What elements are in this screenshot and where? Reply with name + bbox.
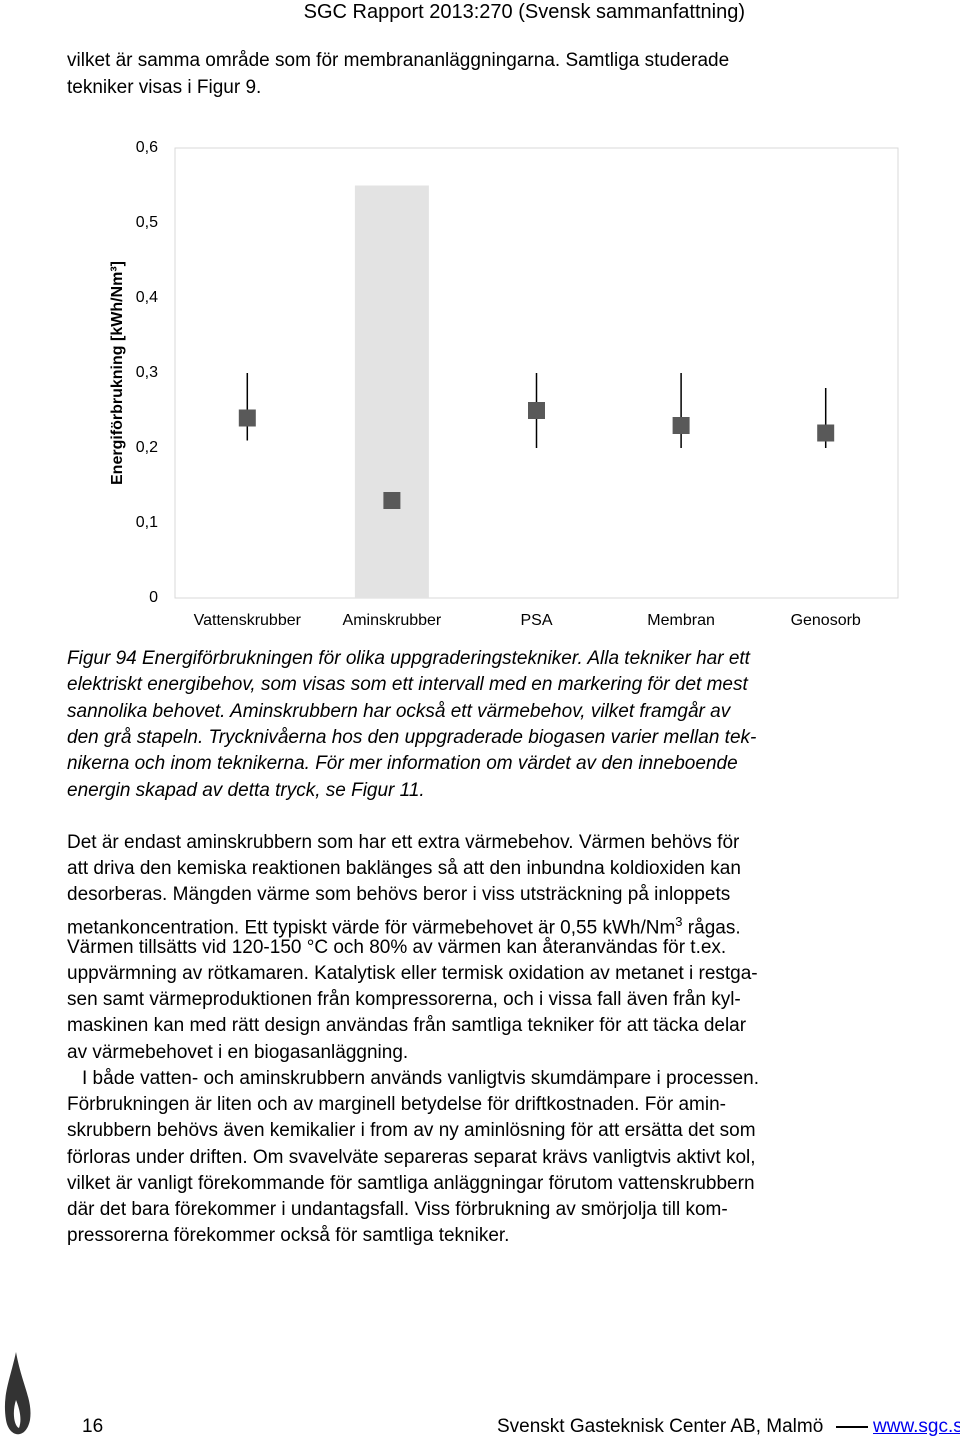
marker xyxy=(238,409,256,427)
header: SGC Rapport 2013:270 (Svensk sammanfattn… xyxy=(303,1,745,23)
y-tick-label: 0,2 xyxy=(136,439,158,456)
paragraph-line: vilket är vanligt förekommande för samtl… xyxy=(67,1172,755,1194)
y-tick-label: 0,5 xyxy=(136,214,158,231)
marker xyxy=(672,417,690,434)
paragraph-line: där det bara förekommer i undantagsfall.… xyxy=(67,1199,728,1220)
paragraph-line: uppvärmning av rötkamaren. Katalytisk el… xyxy=(67,963,758,984)
paragraph-line: att driva den kemiska reaktionen bakläng… xyxy=(67,858,741,880)
y-tick-label: 0,1 xyxy=(136,514,158,531)
marker xyxy=(528,402,545,419)
marker xyxy=(817,424,835,442)
x-tick-label: Membran xyxy=(647,612,715,629)
heat-bar xyxy=(354,185,429,598)
x-tick-label: Genosorb xyxy=(791,612,861,629)
intro-line: tekniker visas i Figur 9. xyxy=(67,77,262,98)
y-tick-label: 0,3 xyxy=(136,364,158,381)
y-axis-label: Energiförbrukning [kWh/Nm³] xyxy=(109,261,126,485)
caption-line: nikerna och inom teknikerna. För mer inf… xyxy=(67,753,738,775)
footer-link[interactable]: www.sgc.se xyxy=(873,1416,960,1437)
y-tick-label: 0,6 xyxy=(136,139,158,156)
caption-line: energin skapad av detta tryck, se Figur … xyxy=(67,779,425,801)
caption-line: elektriskt energibehov, som visas som et… xyxy=(67,674,748,696)
paragraph-line: Värmen tillsätts vid 120-150 °C och 80% … xyxy=(67,936,727,958)
x-tick-label: Aminskrubber xyxy=(343,612,442,629)
paragraph-line: desorberas. Mängden värme som behövs ber… xyxy=(67,884,731,906)
paragraph-line: skrubbern behövs även kemikalier i from … xyxy=(67,1120,756,1142)
paragraph-line: sen samt värmeproduktionen från kompress… xyxy=(67,989,741,1011)
caption-line: Figur 94 Energiförbrukningen för olika u… xyxy=(67,648,750,669)
paragraph-line: metankoncentration. Ett typiskt värde fö… xyxy=(67,911,741,939)
text-span: rågas. xyxy=(682,916,741,938)
y-tick-label: 0 xyxy=(149,589,158,606)
text-span: metankoncentration. Ett typiskt värde fö… xyxy=(67,916,676,938)
paragraph-line: I både vatten- och aminskrubbern används… xyxy=(82,1068,759,1089)
superscript: 3 xyxy=(675,913,683,929)
footer-org: Svenskt Gasteknisk Center AB, Malmö xyxy=(497,1416,824,1437)
y-tick-label: 0,4 xyxy=(136,289,158,306)
paragraph-line: maskinen kan med rätt design användas fr… xyxy=(67,1015,747,1037)
flame-logo xyxy=(4,1352,31,1435)
plot-frame xyxy=(174,147,899,599)
caption-line: den grå stapeln. Trycknivåerna hos den u… xyxy=(67,726,757,748)
x-tick-label: PSA xyxy=(520,612,552,629)
caption-line: sannolika behovet. Aminskrubbern har ock… xyxy=(67,700,731,722)
intro-line: vilket är samma område som för membranan… xyxy=(67,50,730,71)
paragraph-line: Det är endast aminskrubbern som har ett … xyxy=(67,832,740,853)
paragraph-line: förloras under driften. Om svavelväte se… xyxy=(67,1146,756,1168)
chart: Energiförbrukning [kWh/Nm³] 0 0,1 0,2 0,3 0,… xyxy=(109,139,899,629)
paragraph-line: pressorerna förekommer också för samtlig… xyxy=(67,1225,510,1247)
marker xyxy=(383,492,401,509)
paragraph-line: av värmebehovet i en biogasanläggning. xyxy=(67,1041,409,1063)
page-number: 16 xyxy=(82,1416,104,1437)
x-tick-label: Vattenskrubber xyxy=(194,612,302,629)
paragraph-line: Förbrukningen är liten och av marginell … xyxy=(67,1094,726,1116)
